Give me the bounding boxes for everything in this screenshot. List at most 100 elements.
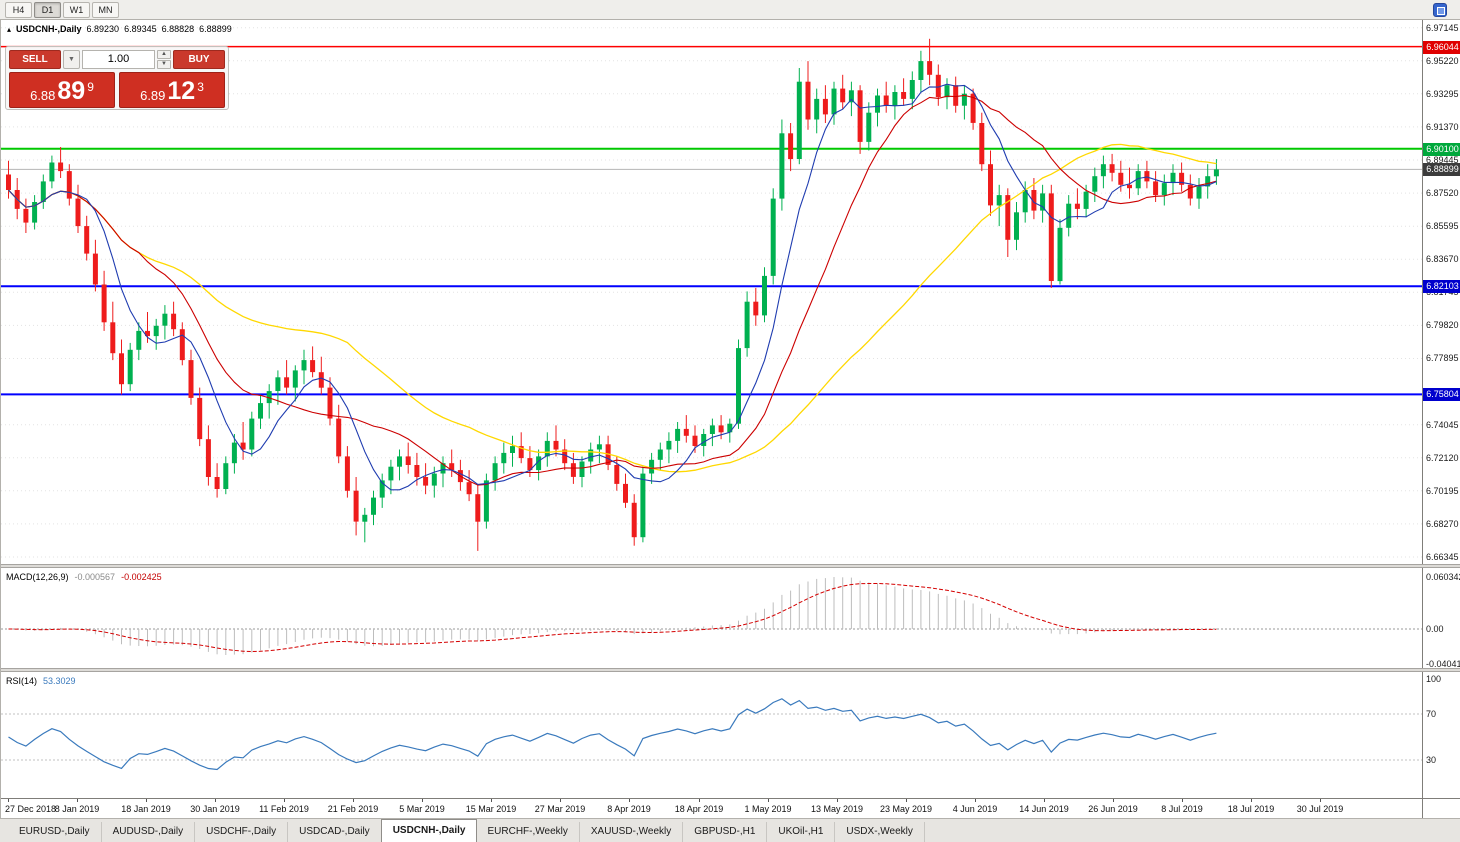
app-icon[interactable] — [1433, 3, 1447, 17]
date-axis-label: 27 Mar 2019 — [534, 804, 586, 814]
date-axis-label: 11 Feb 2019 — [259, 804, 309, 814]
date-axis-label: 21 Feb 2019 — [327, 804, 379, 814]
tab-eurusd-daily[interactable]: EURUSD-,Daily — [8, 822, 102, 842]
rsi-label: RSI(14) 53.3029 — [6, 676, 76, 686]
macd-main-value: -0.000567 — [74, 572, 116, 582]
date-axis-label: 18 Jan 2019 — [121, 804, 171, 814]
tab-usdcad-daily[interactable]: USDCAD-,Daily — [288, 822, 382, 842]
pane-separator[interactable] — [1, 668, 1460, 672]
chart-tabs: EURUSD-,Daily AUDUSD-,Daily USDCHF-,Dail… — [0, 818, 1460, 842]
date-axis-label: 8 Jul 2019 — [1161, 804, 1203, 814]
date-axis-label: 26 Jun 2019 — [1088, 804, 1138, 814]
ask-price-button[interactable]: 6.89 12 3 — [119, 72, 225, 108]
date-axis-label: 1 May 2019 — [744, 804, 792, 814]
symbol-period-label: USDCNH-,Daily — [16, 24, 82, 34]
volume-input[interactable]: 1.00 — [82, 50, 155, 69]
price-badge: 6.96044 — [1423, 41, 1460, 54]
pane-separator[interactable] — [1, 564, 1460, 568]
macd-signal-value: -0.002425 — [121, 572, 162, 582]
ask-point: 3 — [197, 80, 204, 94]
volume-stepper: ▲ ▼ — [157, 50, 171, 69]
bid-pips: 89 — [57, 77, 86, 105]
price-axis[interactable]: 6.97145 6.95220 6.93295 6.91370 6.89445 6.875… — [1422, 20, 1460, 818]
macd-label: MACD(12,26,9) -0.000567 -0.002425 — [6, 572, 162, 582]
level-lines[interactable] — [1, 45, 1422, 396]
rsi-value: 53.3029 — [43, 676, 76, 686]
tab-gbpusd-h1[interactable]: GBPUSD-,H1 — [683, 822, 768, 842]
price-axis-label: 6.68270 — [1426, 519, 1459, 529]
timeframe-w1-button[interactable]: W1 — [63, 1, 90, 18]
price-badge: 6.75804 — [1423, 388, 1460, 401]
bid-main: 6.88 — [30, 88, 56, 103]
date-axis-label: 5 Mar 2019 — [399, 804, 445, 814]
timeframe-mn-button[interactable]: MN — [92, 1, 119, 18]
buy-button[interactable]: BUY — [173, 50, 225, 69]
macd-pane[interactable] — [1, 568, 1422, 668]
moving-averages — [8, 83, 1217, 491]
date-axis-label: 27 Dec 2018 — [5, 804, 57, 814]
date-axis-label: 8 Jan 2019 — [54, 804, 100, 814]
date-axis-label: 30 Jul 2019 — [1296, 804, 1344, 814]
price-axis-label: 6.72120 — [1426, 453, 1459, 463]
price-chart[interactable] — [1, 20, 1422, 564]
volume-dropdown-icon[interactable]: ▼ — [63, 50, 80, 69]
price-badge: 6.90100 — [1423, 143, 1460, 156]
price-axis-label: 6.83670 — [1426, 254, 1459, 264]
timeframe-h4-button[interactable]: H4 — [5, 1, 32, 18]
rsi-axis-label: 100 — [1426, 674, 1442, 684]
tab-usdx-weekly[interactable]: USDX-,Weekly — [835, 822, 925, 842]
chart-window: ▴ USDCNH-,Daily 6.89230 6.89345 6.88828 … — [0, 20, 1460, 818]
date-axis-label: 18 Apr 2019 — [674, 804, 724, 814]
price-badge: 6.82103 — [1423, 280, 1460, 293]
bid-point: 9 — [87, 80, 94, 94]
date-axis-label: 13 May 2019 — [810, 804, 864, 814]
high-value: 6.89345 — [124, 24, 157, 34]
date-axis-label: 18 Jul 2019 — [1227, 804, 1275, 814]
date-axis-label: 4 Jun 2019 — [952, 804, 998, 814]
date-axis-label: 30 Jan 2019 — [190, 804, 240, 814]
price-axis-label: 6.79820 — [1426, 320, 1459, 330]
date-axis-label: 23 May 2019 — [879, 804, 933, 814]
rsi-axis-label: 70 — [1426, 709, 1437, 719]
ask-main: 6.89 — [140, 88, 166, 103]
date-axis-border — [1, 798, 1460, 799]
price-axis-label: 6.97145 — [1426, 23, 1459, 33]
tab-usdcnh-daily[interactable]: USDCNH-,Daily — [380, 819, 478, 842]
price-axis-label: 6.95220 — [1426, 56, 1459, 66]
close-value: 6.88899 — [199, 24, 232, 34]
price-axis-label: 6.91370 — [1426, 122, 1459, 132]
macd-axis-label: 0.060342 — [1426, 572, 1460, 582]
price-axis-label: 6.66345 — [1426, 552, 1459, 562]
one-click-trading-panel: SELL ▼ 1.00 ▲ ▼ BUY 6.88 89 9 6.89 12 3 — [5, 46, 229, 110]
date-axis-label: 8 Apr 2019 — [607, 804, 651, 814]
ask-pips: 12 — [167, 77, 196, 105]
date-axis-label: 15 Mar 2019 — [465, 804, 517, 814]
price-axis-label: 6.89445 — [1426, 155, 1459, 165]
tab-audusd-daily[interactable]: AUDUSD-,Daily — [102, 822, 196, 842]
tab-ukoil-h1[interactable]: UKOil-,H1 — [767, 822, 836, 842]
date-axis-label: 14 Jun 2019 — [1019, 804, 1069, 814]
tab-eurchf-weekly[interactable]: EURCHF-,Weekly — [476, 822, 580, 842]
price-axis-label: 6.85595 — [1426, 221, 1459, 231]
volume-decrease-icon[interactable]: ▼ — [157, 60, 171, 69]
low-value: 6.88828 — [161, 24, 195, 34]
sell-button[interactable]: SELL — [9, 50, 61, 69]
price-axis-label: 6.70195 — [1426, 486, 1459, 496]
candles — [6, 38, 1219, 551]
tab-usdchf-daily[interactable]: USDCHF-,Daily — [195, 822, 289, 842]
rsi-axis-label: 30 — [1426, 755, 1437, 765]
chart-icon: ▴ — [7, 24, 12, 34]
timeframe-d1-button[interactable]: D1 — [34, 1, 61, 18]
price-axis-label: 6.74045 — [1426, 420, 1459, 430]
rsi-pane[interactable] — [1, 672, 1422, 798]
volume-increase-icon[interactable]: ▲ — [157, 50, 171, 59]
price-badge: 6.88899 — [1423, 163, 1460, 176]
date-axis[interactable]: 27 Dec 2018 8 Jan 2019 18 Jan 2019 30 Jan 2… — [1, 799, 1422, 818]
price-axis-label: 6.77895 — [1426, 353, 1459, 363]
bid-price-button[interactable]: 6.88 89 9 — [9, 72, 115, 108]
chart-title: ▴ USDCNH-,Daily 6.89230 6.89345 6.88828 … — [7, 24, 232, 34]
macd-axis-label: 0.00 — [1426, 624, 1444, 634]
price-axis-label: 6.87520 — [1426, 188, 1459, 198]
grid-lines — [1, 27, 1422, 558]
tab-xauusd-weekly[interactable]: XAUUSD-,Weekly — [580, 822, 684, 842]
